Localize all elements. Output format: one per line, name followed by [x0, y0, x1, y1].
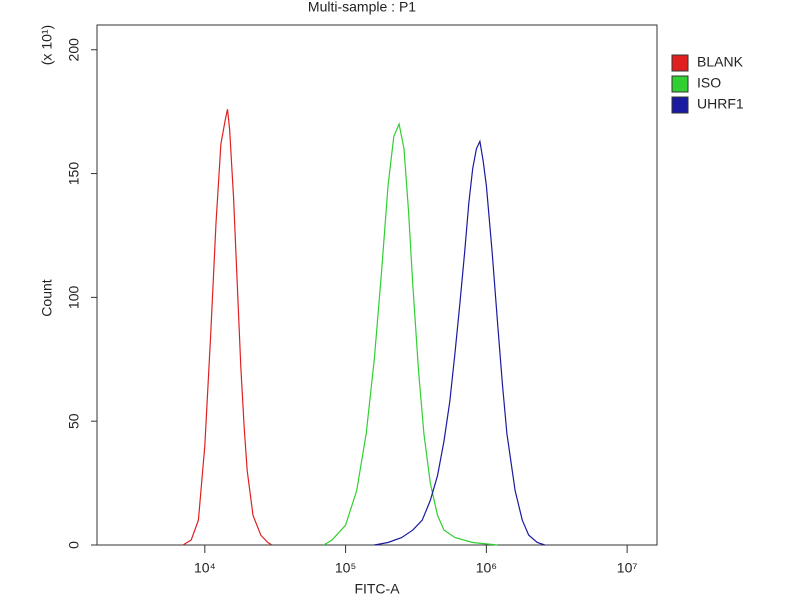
y-tick-label: 100	[66, 285, 82, 309]
y-axis-label: Count	[39, 279, 55, 316]
y-tick-label: 0	[66, 541, 82, 549]
y-multiplier: (x 10¹)	[39, 25, 55, 65]
legend-swatch	[671, 96, 689, 114]
y-tick-label: 150	[66, 162, 82, 186]
x-tick-label: 10⁵	[335, 560, 356, 576]
series-line	[182, 109, 273, 546]
legend-swatch	[671, 75, 689, 93]
legend-swatch	[671, 54, 689, 72]
x-tick-label: 10⁷	[617, 560, 638, 576]
x-axis-label: FITC-A	[354, 581, 400, 597]
x-tick-label: 10⁶	[476, 560, 497, 576]
plot-frame	[96, 24, 658, 546]
legend-label: BLANK	[697, 54, 744, 70]
legend-label: ISO	[697, 75, 721, 91]
legend-label: UHRF1	[697, 96, 744, 112]
y-tick-label: 200	[66, 38, 82, 62]
series-line	[374, 139, 545, 546]
x-tick-label: 10⁴	[194, 560, 216, 576]
chart-title: Multi-sample : P1	[308, 0, 416, 15]
series-line	[323, 121, 498, 546]
y-tick-label: 50	[66, 413, 82, 429]
